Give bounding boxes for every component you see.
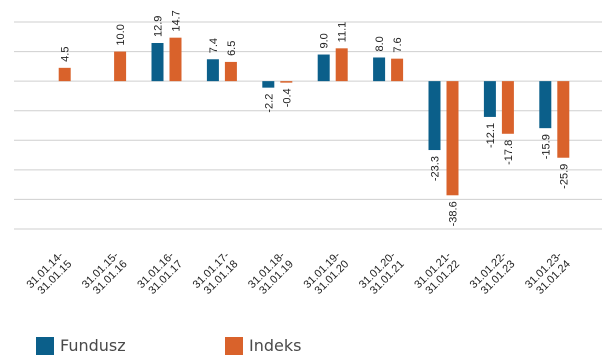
data-label: -15.9: [540, 134, 552, 159]
data-label: 11.1: [337, 22, 349, 43]
data-label: 6.5: [226, 41, 238, 56]
data-label: 14.7: [171, 10, 183, 31]
legend-item-fundusz: Fundusz: [36, 336, 126, 355]
x-tick-label: 31.01.16-31.01.17: [135, 249, 185, 299]
x-tick-label: 31.01.23-31.01.24: [523, 249, 573, 299]
bar-indeks: [224, 61, 237, 82]
legend-swatch-fundusz: [36, 336, 54, 355]
legend-item-indeks: Indeks: [225, 336, 301, 355]
data-label: -25.9: [558, 164, 570, 189]
x-tick-label: 31.01.18-31.01.19: [246, 249, 296, 299]
data-label: 7.4: [208, 38, 220, 53]
data-label: 12.9: [153, 16, 165, 37]
legend-label-indeks: Indeks: [249, 336, 302, 355]
x-tick-label: 31.01.22-31.01.23: [468, 249, 518, 299]
x-tick-label: 31.01.14-31.01.15: [24, 249, 74, 299]
data-label: -17.8: [503, 140, 515, 165]
bar-fundusz: [317, 54, 330, 82]
data-label: 10.0: [115, 24, 127, 45]
data-label: -38.6: [448, 201, 460, 226]
bar-fundusz: [483, 81, 496, 117]
bar-indeks: [114, 51, 127, 82]
bar-fundusz: [206, 59, 219, 82]
data-label: -2.2: [263, 94, 275, 113]
bar-indeks: [58, 67, 71, 82]
x-tick-label: 31.01.20-31.01.21: [357, 249, 407, 299]
data-label: 9.0: [319, 33, 331, 48]
bar-indeks: [557, 81, 570, 158]
data-label: -12.1: [485, 123, 497, 148]
data-label: -0.4: [281, 88, 293, 107]
legend-label-fundusz: Fundusz: [60, 336, 126, 355]
x-tick-label: 31.01.21-31.01.22: [412, 249, 462, 299]
x-tick-label: 31.01.19-31.01.20: [301, 249, 351, 299]
bar-indeks: [169, 37, 182, 82]
bar-fundusz: [262, 81, 275, 88]
bar-chart: 4.5 31.01.14-31.01.15 10.0 31.01.15-31.01.1…: [14, 10, 602, 299]
x-tick-label: 31.01.15-31.01.16: [80, 249, 130, 299]
x-tick-label: 31.01.17-31.01.18: [191, 249, 241, 299]
bar-fundusz: [428, 81, 441, 151]
data-label: 7.6: [392, 37, 404, 52]
legend-swatch-indeks: [225, 336, 243, 355]
bar-indeks: [335, 48, 348, 82]
bar-indeks: [501, 81, 514, 134]
bar-fundusz: [373, 57, 386, 82]
data-label: 4.5: [60, 47, 72, 62]
bar-fundusz: [151, 42, 164, 82]
bar-indeks: [446, 81, 459, 196]
data-label: 8.0: [374, 36, 386, 51]
data-label: -23.3: [430, 156, 442, 181]
bar-indeks: [280, 81, 293, 83]
bar-indeks: [391, 58, 404, 82]
bar-fundusz: [539, 81, 552, 129]
